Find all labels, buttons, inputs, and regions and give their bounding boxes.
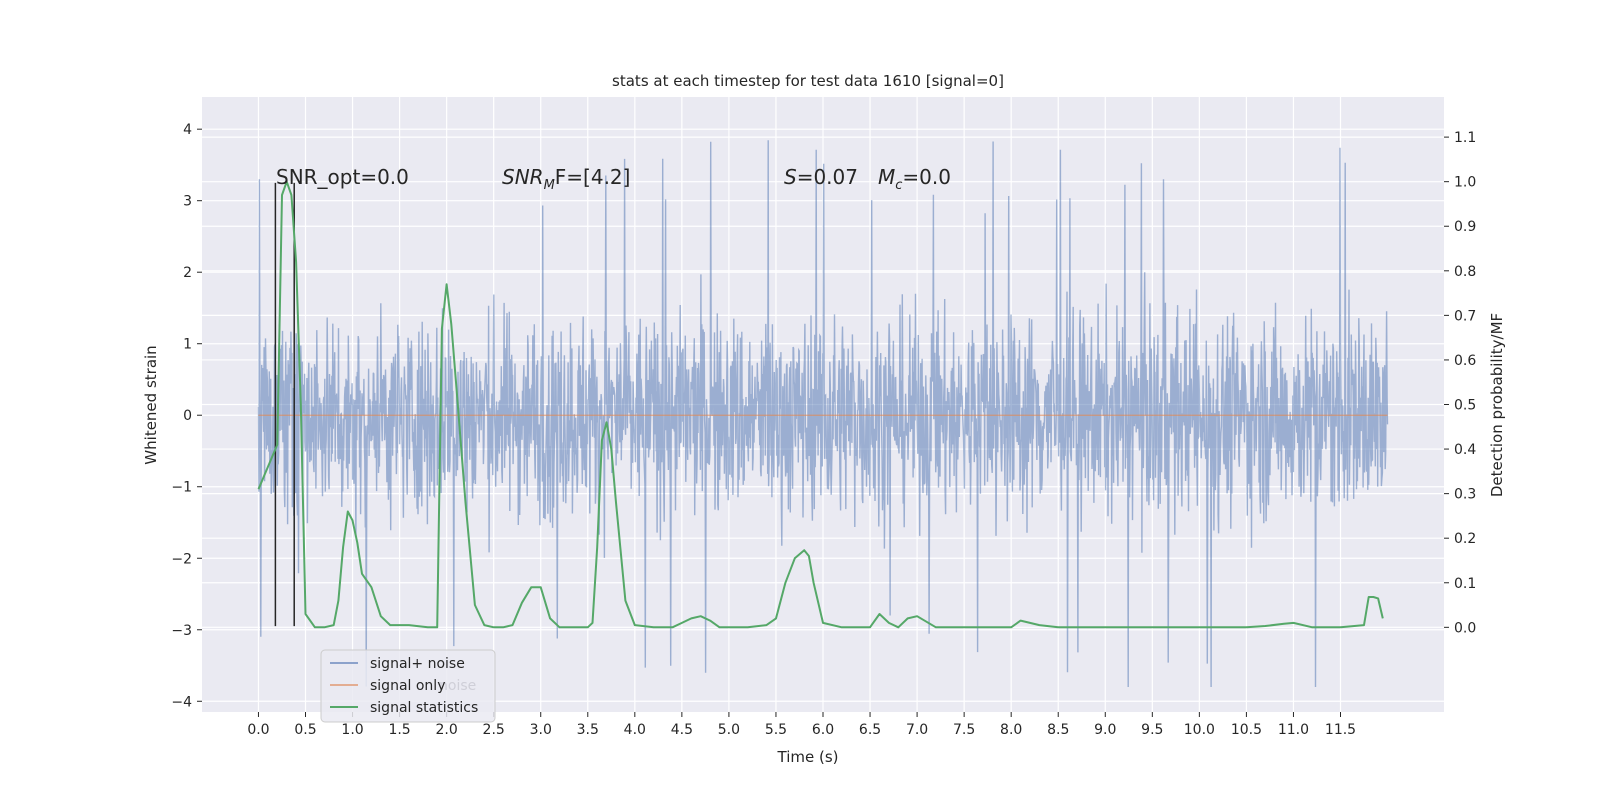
- annotation-mc-main: M: [878, 165, 895, 189]
- x-tick-label: 1.5: [388, 722, 410, 738]
- y2-tick-label: 1.1: [1454, 130, 1476, 146]
- x-tick-label: 10.5: [1231, 722, 1262, 738]
- y2-tick-label: 0.3: [1454, 487, 1476, 503]
- y-tick-label: −1: [171, 480, 192, 496]
- x-tick-label: 3.5: [577, 722, 599, 738]
- chart-title: stats at each timestep for test data 161…: [612, 72, 1004, 90]
- x-axis-label: Time (s): [777, 748, 839, 766]
- x-tick-label: 7.0: [906, 722, 928, 738]
- x-tick-label: 4.0: [624, 722, 646, 738]
- x-tick-label: 1.0: [341, 722, 363, 738]
- x-tick-label: 8.5: [1047, 722, 1069, 738]
- annotation-mc-sub: c: [895, 178, 902, 193]
- y2-tick-label: 1.0: [1454, 175, 1476, 191]
- y2-tick-label: 0.6: [1454, 353, 1476, 369]
- annotation-mc: Mc=0.0: [878, 165, 951, 193]
- y-tick-label: 3: [183, 194, 192, 210]
- y-tick-label: 0: [183, 408, 192, 424]
- annotation-snr-opt: SNR_opt=0.0: [276, 165, 409, 189]
- x-tick-label: 0.0: [247, 722, 269, 738]
- y-tick-label: −2: [171, 551, 192, 567]
- y-axis-label: Whitened strain: [142, 345, 160, 464]
- annotation-mc-rest: =0.0: [902, 165, 951, 189]
- annotation-snr-mf-sub: M: [544, 178, 555, 193]
- x-tick-label: 3.0: [530, 722, 552, 738]
- x-tick-label: 11.5: [1325, 722, 1356, 738]
- y2-tick-label: 0.2: [1454, 531, 1476, 547]
- y2-tick-label: 0.7: [1454, 308, 1476, 324]
- y-tick-label: 4: [183, 122, 192, 138]
- x-tick-label: 8.0: [1000, 722, 1022, 738]
- y-tick-label: −3: [171, 623, 192, 639]
- annotation-snr-mf: SNRMF=[4.2]: [502, 165, 630, 193]
- annotation-s: S=0.07: [784, 165, 858, 189]
- x-tick-label: 10.0: [1184, 722, 1215, 738]
- y2-tick-label: 0.1: [1454, 576, 1476, 592]
- legend-label-signal-statistics: signal statistics: [370, 700, 478, 716]
- y-tick-label: 1: [183, 337, 192, 353]
- y2-tick-label: 0.8: [1454, 264, 1476, 280]
- y2-tick-label: 0.9: [1454, 219, 1476, 235]
- x-tick-label: 5.5: [765, 722, 787, 738]
- y2-tick-label: 0.5: [1454, 398, 1476, 414]
- legend-label-signal-noise: signal+ noise: [370, 656, 465, 672]
- x-tick-label: 5.0: [718, 722, 740, 738]
- x-tick-label: 9.0: [1094, 722, 1116, 738]
- y-tick-label: 2: [183, 265, 192, 281]
- legend-label-signal-only: signal only: [370, 678, 445, 694]
- x-tick-label: 2.0: [436, 722, 458, 738]
- annotation-s-main: S: [784, 165, 797, 189]
- x-tick-label: 0.5: [294, 722, 316, 738]
- x-tick-label: 6.0: [812, 722, 834, 738]
- y2-tick-label: 0.0: [1454, 620, 1476, 636]
- x-tick-label: 6.5: [859, 722, 881, 738]
- legend: noise signal+ noise signal only signal s…: [321, 650, 495, 722]
- x-tick-label: 11.0: [1278, 722, 1309, 738]
- x-tick-label: 4.5: [671, 722, 693, 738]
- annotation-snr-mf-main: SNR: [502, 165, 544, 189]
- x-tick-label: 2.5: [483, 722, 505, 738]
- annotation-s-rest: =0.07: [797, 165, 858, 189]
- x-tick-label: 7.5: [953, 722, 975, 738]
- y-tick-label: −4: [171, 694, 192, 710]
- y2-axis-label: Detection probability/MF: [1488, 313, 1506, 497]
- annotation-snr-mf-rest: F=[4.2]: [555, 165, 631, 189]
- y2-tick-label: 0.4: [1454, 442, 1476, 458]
- x-tick-label: 9.5: [1141, 722, 1163, 738]
